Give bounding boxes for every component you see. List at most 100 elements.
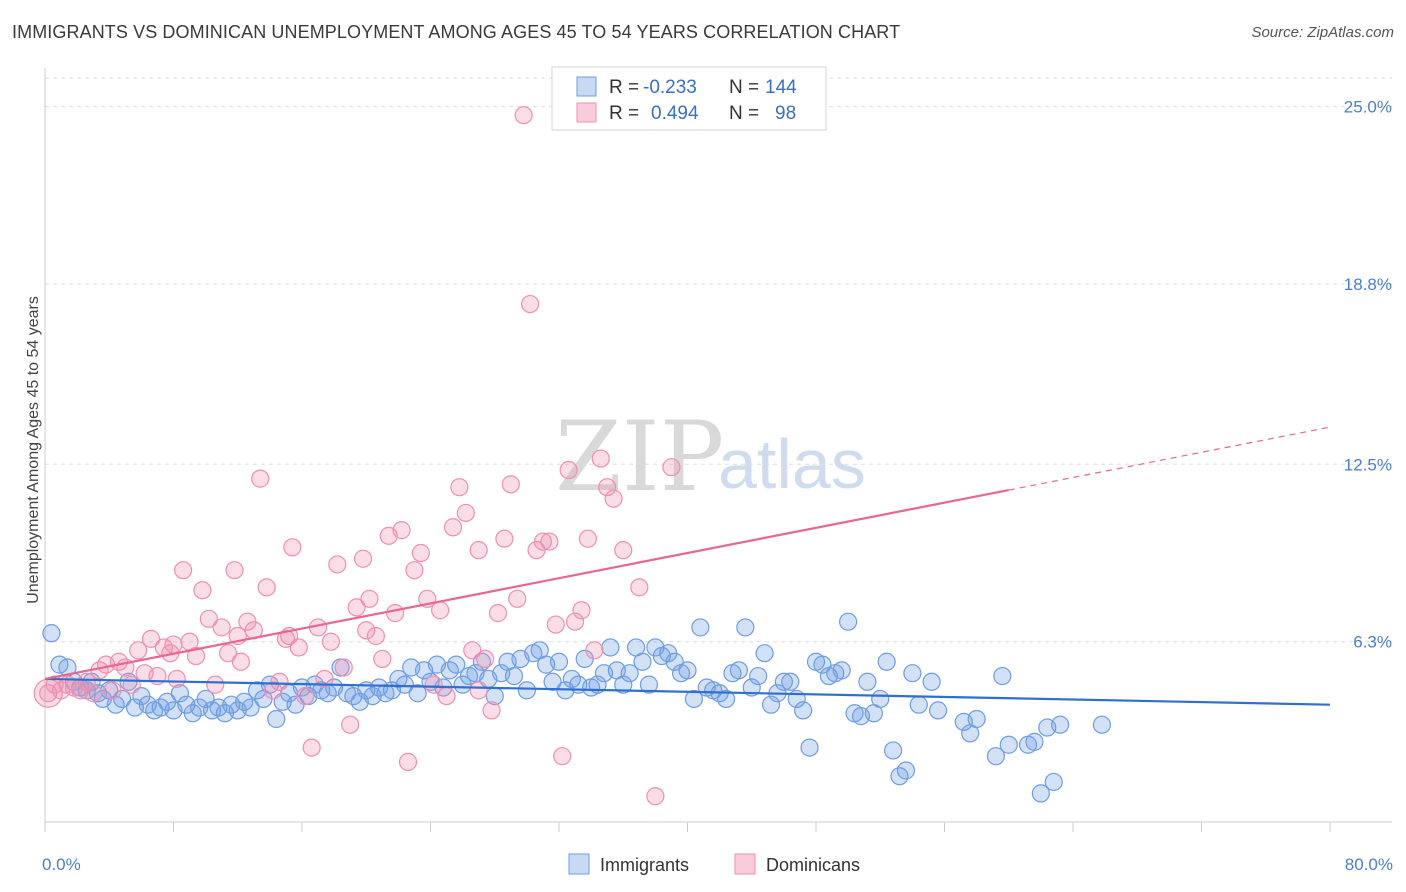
dominicans-point [373,649,392,668]
dominicans-point [283,538,302,557]
immigrants-point [839,612,858,631]
immigrants-point [678,661,697,680]
dominicans-point [553,747,572,766]
dominicans-point [225,561,244,580]
dominicans-point [251,469,270,488]
dominicans-point [174,561,193,580]
immigrants-point [549,652,569,671]
dominicans-point [321,632,341,651]
immigrants-point [736,618,755,637]
immigrants-point [691,618,710,637]
dominicans-point [488,604,508,623]
dominicans-point [662,458,681,477]
legend-n-label-2: N = [729,103,759,124]
immigrants-point [761,695,781,714]
dominicans-point [360,589,379,608]
dominicans-point [533,532,553,551]
dominicans-point [630,578,649,597]
dominicans-point [501,475,520,494]
legend-bottom-swatch-immigrants [568,853,590,875]
dominicans-point [206,675,225,694]
dominicans-point [598,478,617,497]
dominicans-point [302,738,321,757]
immigrants-point [903,664,922,683]
immigrants-point [447,655,466,674]
dominicans-point [508,589,527,608]
dominicans-point [546,615,565,634]
dominicans-point [476,649,495,668]
immigrants-point [1051,715,1070,734]
dominicans-point [257,578,276,597]
legend-bottom-immigrants: Immigrants [600,855,689,875]
trendlines [44,426,1331,706]
immigrants-point [633,652,652,671]
legend-r-value-2: 0.494 [651,103,699,124]
immigrants-point [749,666,768,686]
immigrants-point [999,735,1018,754]
dominicans-point [141,629,161,648]
immigrants-point [774,672,793,691]
immigrants-point [909,695,928,714]
dominicans-point [482,701,501,720]
immigrants-point [832,661,851,680]
immigrants-point [755,644,774,663]
dominicans-point [520,294,540,314]
immigrants-point [813,655,832,674]
watermark-zip: ZIP [555,401,724,513]
dominicans-point [77,672,96,691]
dominicans-point [219,644,238,663]
dominicans-point [463,641,482,660]
immigrants-point [267,709,286,729]
legend-n-value-2: 98 [775,103,796,124]
dominicans-point [296,686,315,706]
dominicans-point [437,686,456,706]
dominicans-point [347,598,366,617]
immigrants-point [729,661,749,680]
legend-bottom-dominicans: Dominicans [766,855,860,875]
dominicans-point [614,541,633,560]
immigrants-point [88,684,108,703]
immigrants-point [395,675,414,694]
dominicans-point [443,518,463,537]
dominicans-point [366,626,385,646]
axes: 0.0% 80.0% [42,68,1393,874]
dominicans-point [540,532,559,551]
immigrants-point [504,666,524,686]
dominicans-point [353,549,373,568]
immigrants-point [883,741,903,760]
immigrants-point [896,761,916,780]
dominicans-point [270,672,289,691]
dominicans-point [591,449,610,468]
legend-r-value-1: -0.233 [643,77,697,98]
immigrants-point [1044,772,1063,792]
x-tick-label-start: 0.0% [42,855,81,874]
immigrants-point [620,664,639,683]
y-axis-label: Unemployment Among Ages 45 to 54 years [25,296,42,604]
dominicans-point [276,629,296,648]
chart-title: IMMIGRANTS VS DOMINICAN UNEMPLOYMENT AMO… [12,22,901,42]
dominicans-point [578,529,598,548]
dominicans-point [514,106,533,125]
dominicans-point [398,752,418,772]
legend-r-label-1: R = [609,77,639,98]
dominicans-point [424,675,443,694]
dominicans-point [450,478,469,497]
immigrants-point [196,689,215,709]
dominicans-point [431,601,450,620]
dominicans-point [565,612,585,631]
dominicans-point [572,601,591,620]
chart-source: Source: ZipAtlas.com [1251,24,1394,41]
immigrants-point [517,681,536,700]
dominicans-point [167,669,186,689]
dominicans-point [469,541,488,560]
dominicans-point [341,715,360,734]
dominicans-point [84,684,103,703]
dominicans-point [392,521,411,540]
immigrants-point [922,672,941,691]
dominicans-point [495,529,514,548]
dominicans-point [164,635,183,654]
legend-n-value-1: 144 [765,77,797,98]
dominicans-point [559,460,578,480]
dominicans-point [469,681,488,700]
immigrants-point [1092,715,1112,734]
